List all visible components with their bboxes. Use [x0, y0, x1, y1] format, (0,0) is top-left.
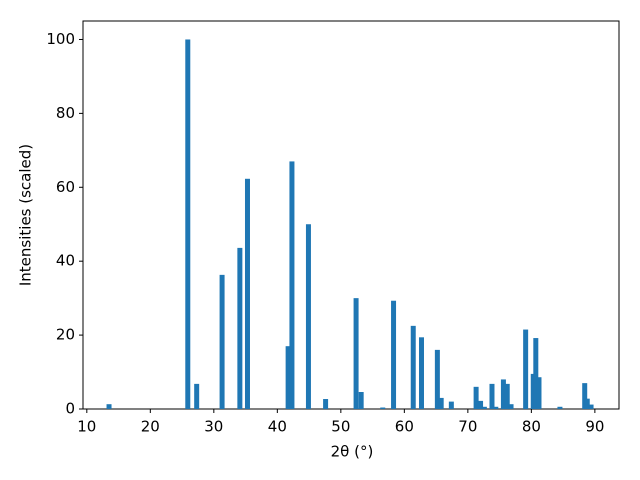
x-tick-label: 90	[585, 418, 604, 436]
y-tick-label: 0	[65, 400, 75, 418]
bar	[194, 383, 200, 409]
bar	[391, 300, 397, 409]
x-tick-label: 80	[522, 418, 541, 436]
plot-frame	[82, 20, 620, 410]
bar	[478, 400, 484, 409]
y-tick-label: 100	[46, 30, 75, 48]
x-axis-label: 2θ (°)	[331, 443, 374, 461]
bar	[508, 404, 514, 409]
bar	[489, 383, 495, 409]
bar	[418, 337, 424, 409]
bar	[285, 346, 291, 409]
y-tick-label: 40	[56, 252, 75, 270]
bar	[582, 383, 588, 409]
bar	[289, 161, 295, 409]
y-axis-label: Intensities (scaled)	[17, 144, 35, 286]
x-tick-label: 20	[141, 418, 160, 436]
bar	[358, 392, 364, 409]
bar	[106, 404, 112, 409]
bar	[473, 386, 479, 409]
bar	[448, 401, 454, 409]
bar	[380, 407, 386, 409]
y-tick-label: 60	[56, 178, 75, 196]
bar	[219, 274, 225, 409]
bar	[523, 329, 529, 409]
bar	[305, 224, 311, 409]
x-tick-label: 50	[331, 418, 350, 436]
bar	[557, 406, 563, 409]
bar	[185, 39, 191, 409]
bar	[588, 404, 594, 409]
bar	[434, 349, 440, 409]
x-tick-label: 70	[458, 418, 477, 436]
bar	[500, 379, 506, 409]
x-tick-label: 60	[395, 418, 414, 436]
bar	[493, 406, 499, 409]
bar	[481, 406, 487, 409]
x-tick-label: 30	[204, 418, 223, 436]
bar	[536, 377, 542, 409]
x-tick-label: 10	[77, 418, 96, 436]
bar	[533, 338, 539, 409]
bar	[244, 178, 250, 409]
y-tick-label: 80	[56, 104, 75, 122]
bar	[530, 373, 536, 409]
bar	[323, 399, 329, 409]
bar	[410, 325, 416, 409]
x-tick-label: 40	[268, 418, 287, 436]
bar	[504, 383, 510, 409]
bar	[584, 398, 590, 409]
bar	[237, 247, 243, 409]
bar	[353, 298, 359, 409]
y-tick-label: 20	[56, 326, 75, 344]
bar	[438, 397, 444, 409]
